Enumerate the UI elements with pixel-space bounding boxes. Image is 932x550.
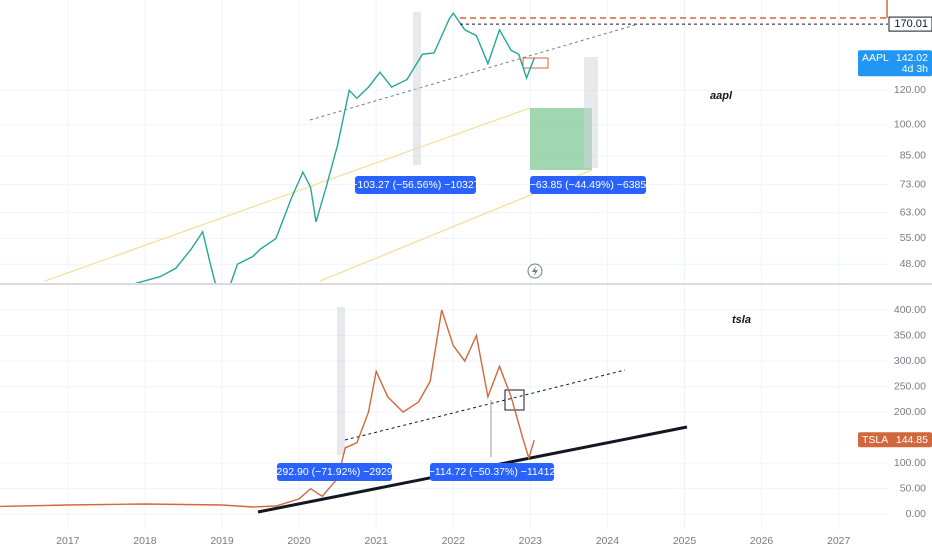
x-tick-label: 2027 [827, 535, 851, 547]
measure-bar [584, 57, 598, 168]
measure-label-bg [277, 463, 392, 481]
measure-label: −63.85 (−44.49%) −6385 [530, 179, 647, 191]
measure-label: −114.72 (−50.37%) −11412 [429, 466, 556, 478]
measure-label: −292.90 (−71.92%) −29290 [270, 466, 398, 478]
last-price: 144.85 [896, 434, 928, 446]
x-tick-label: 2022 [442, 535, 466, 547]
series-name: TSLA [862, 434, 888, 446]
trend-line [344, 369, 626, 441]
x-tick-label: 2024 [596, 535, 620, 547]
y-tick-label: 100.00 [894, 119, 926, 131]
y-tick-label: 350.00 [894, 329, 926, 341]
level-label-bg [888, 16, 932, 32]
channel-line [44, 107, 531, 282]
measure-label: −103.27 (−56.56%) −10327 [351, 179, 479, 191]
x-tick-label: 2020 [287, 535, 311, 547]
y-tick-label: 200.00 [894, 406, 926, 418]
price-line [134, 11, 535, 283]
level-label: 170.01 [894, 18, 928, 30]
drawings-aapl [44, 0, 888, 282]
price-label: TSLA 144.85 [858, 432, 932, 448]
countdown: 4d 3h [902, 63, 928, 75]
y-tick-label: 400.00 [894, 304, 926, 316]
y-tick-label: 50.00 [900, 482, 926, 494]
event-icon-bolt [532, 266, 538, 276]
y-tick-label: 73.00 [900, 178, 926, 190]
x-tick-label: 2026 [750, 535, 774, 547]
x-tick-label: 2017 [56, 535, 80, 547]
measure-bar [413, 12, 421, 165]
labels: 48.00 55.00 63.00 73.00 85.00 100.00 120.00 AAP… [56, 16, 932, 547]
measure-label-bg [430, 463, 554, 481]
pane-annotation: aapl [710, 90, 733, 102]
x-tick-label: 2019 [210, 535, 234, 547]
y-tick-label: 48.00 [900, 258, 926, 270]
y-tick-label: 0.00 [906, 508, 927, 520]
grid [0, 0, 888, 530]
y-tick-label: 250.00 [894, 380, 926, 392]
x-tick-label: 2025 [673, 535, 697, 547]
measure-bar [337, 307, 345, 455]
drawings-tsla [257, 307, 688, 514]
trend-line [309, 24, 636, 121]
price-label-bg [858, 50, 932, 77]
y-tick-label: 120.00 [894, 84, 926, 96]
y-tick-label: 63.00 [900, 206, 926, 218]
last-price: 142.02 [896, 52, 928, 64]
y-tick-label: 85.00 [900, 150, 926, 162]
x-tick-label: 2021 [364, 535, 388, 547]
price-line [0, 309, 535, 508]
measure-label-bg [530, 176, 646, 194]
y-tick-label: 300.00 [894, 355, 926, 367]
y-tick-label: 100.00 [894, 457, 926, 469]
measure-label-bg [355, 176, 476, 194]
x-tick-label: 2023 [519, 535, 543, 547]
x-tick-label: 2018 [133, 535, 157, 547]
target-zone [530, 108, 592, 170]
series-name: AAPL [862, 52, 889, 64]
price-label-bg [858, 432, 932, 448]
y-tick-label: 55.00 [900, 232, 926, 244]
pane-annotation: tsla [732, 314, 751, 326]
series [0, 11, 888, 508]
box [522, 57, 549, 69]
